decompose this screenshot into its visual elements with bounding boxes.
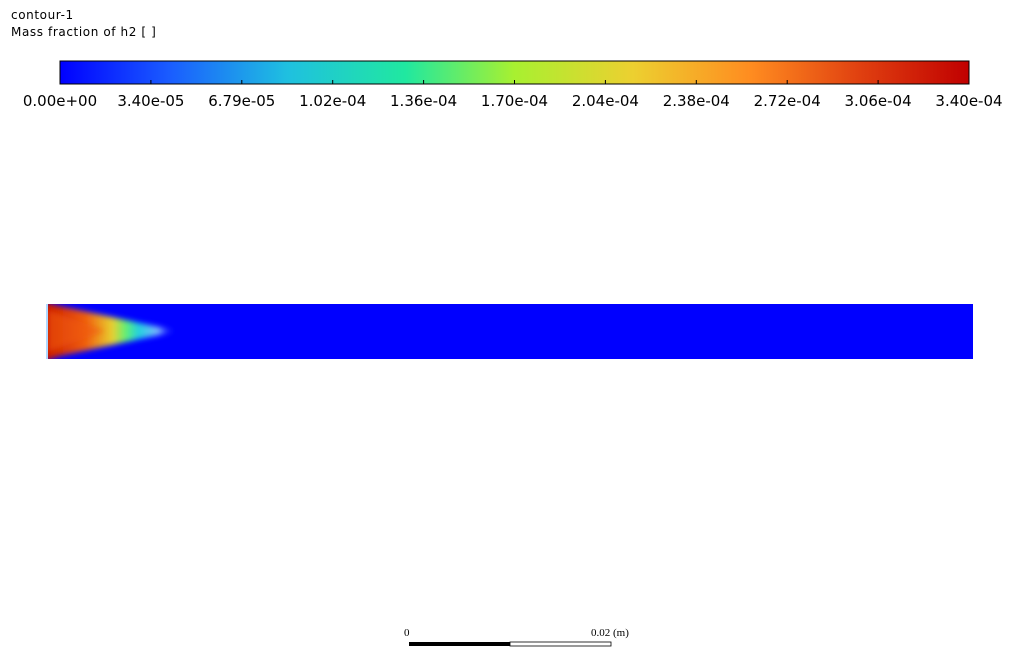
scale-start: 0 — [404, 627, 410, 639]
colorbar-ticks: 0.00e+00 3.40e-05 6.79e-05 1.02e-04 1.36e-04… — [23, 80, 1003, 110]
variable-label: Mass fraction of h2 [ ] — [11, 25, 156, 39]
colorbar-tick-label: 1.36e-04 — [390, 92, 457, 110]
colorbar-tick-label: 1.02e-04 — [299, 92, 366, 110]
colorbar-tick-label: 6.79e-05 — [208, 92, 275, 110]
contour-domain — [46, 304, 973, 359]
colorbar-tick-label: 2.04e-04 — [572, 92, 639, 110]
colorbar-tick-label: 1.70e-04 — [481, 92, 548, 110]
contour-title: contour-1 — [11, 8, 74, 22]
scale-end: 0.02 (m) — [591, 627, 629, 639]
colorbar-tick-label: 3.40e-05 — [117, 92, 184, 110]
scale-bar: 0 0.02 (m) — [404, 627, 629, 647]
colorbar-tick-label: 3.06e-04 — [845, 92, 912, 110]
colorbar-tick-label: 0.00e+00 — [23, 92, 97, 110]
colorbar-tick-label: 2.72e-04 — [754, 92, 821, 110]
colorbar-tick-label: 2.38e-04 — [663, 92, 730, 110]
colorbar-tick-label: 3.40e-04 — [935, 92, 1002, 110]
